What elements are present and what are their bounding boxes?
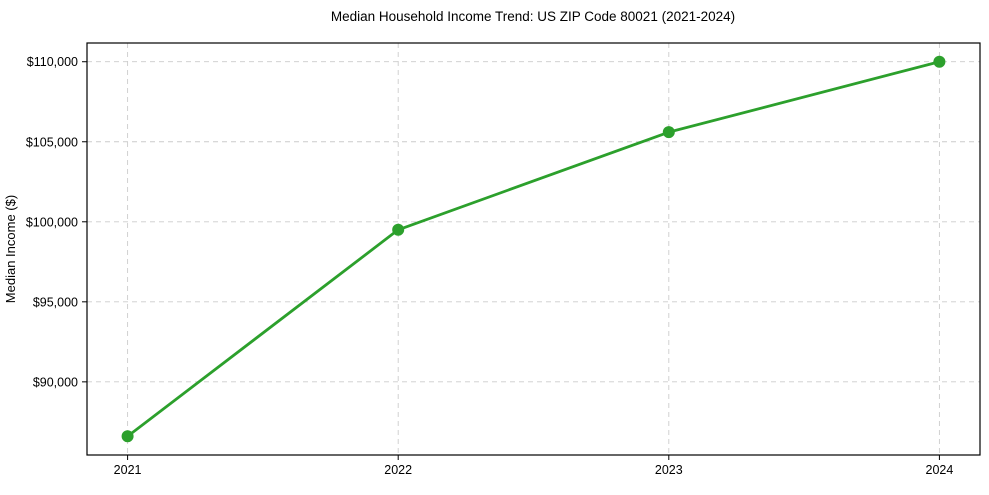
- plot-border: [86, 42, 981, 456]
- y-tick-label: $110,000: [27, 55, 78, 69]
- y-tick-label: $90,000: [33, 375, 78, 389]
- data-point: [662, 126, 675, 139]
- grid-layer: [87, 43, 980, 455]
- axes-layer: $90,000 $95,000 $100,000 $105,000 $110,000 20…: [26, 42, 981, 477]
- y-tick-label: $95,000: [33, 295, 78, 309]
- y-axis-label: Median Income ($): [3, 195, 18, 303]
- x-tick-label: 2023: [655, 463, 683, 477]
- y-tick-label: $100,000: [26, 215, 78, 229]
- x-tick-label: 2024: [926, 463, 954, 477]
- data-point: [933, 55, 946, 68]
- data-point: [121, 430, 134, 443]
- x-tick-label: 2022: [384, 463, 412, 477]
- x-tick-label: 2021: [114, 463, 142, 477]
- data-point: [392, 223, 405, 236]
- chart-title: Median Household Income Trend: US ZIP Co…: [331, 9, 735, 24]
- series-layer: [121, 55, 946, 443]
- y-tick-label: $105,000: [26, 135, 78, 149]
- trend-line: [126, 60, 940, 438]
